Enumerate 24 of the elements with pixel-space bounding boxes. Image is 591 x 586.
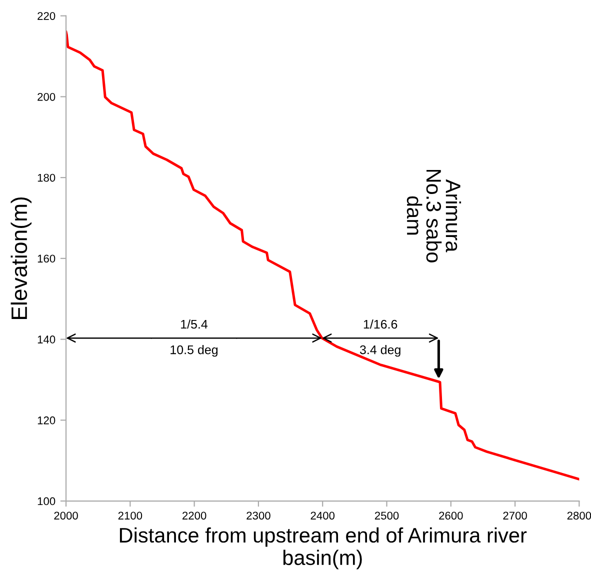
- annotation: 10.5 deg: [170, 345, 218, 357]
- y-tick-label: 200: [38, 92, 56, 101]
- x-tick-label: 2100: [118, 512, 142, 520]
- x-tick-label: 2600: [439, 512, 463, 520]
- annotation: 1/5.4: [181, 319, 208, 329]
- y-tick-label: 140: [38, 336, 56, 344]
- x-tick-label: 2200: [182, 512, 206, 520]
- x-tick-label: 2500: [374, 512, 399, 520]
- y-tick-label: 180: [38, 174, 56, 182]
- line-series: [66, 30, 580, 480]
- annotation: 3.4 deg: [360, 345, 400, 357]
- x-tick-label: 2800: [567, 512, 591, 520]
- y-axis-title: Elevation(m): [10, 197, 32, 319]
- x-tick-label: 2700: [503, 512, 527, 520]
- annotation: 1/16.6: [364, 319, 398, 329]
- x-axis-title: Distance from upstream end of Arimura river basin(m): [120, 527, 527, 570]
- y-tick-label: 220: [38, 12, 56, 20]
- y-tick-label: 120: [38, 416, 56, 424]
- y-tick-label: 160: [38, 254, 56, 263]
- x-tick-label: 2400: [310, 512, 335, 520]
- y-tick-label: 100: [38, 497, 56, 506]
- x-tick-label: 2300: [246, 512, 270, 520]
- x-tick-label: 2000: [54, 512, 78, 520]
- annotation: Arimura No.3 sabo dam: [406, 170, 462, 262]
